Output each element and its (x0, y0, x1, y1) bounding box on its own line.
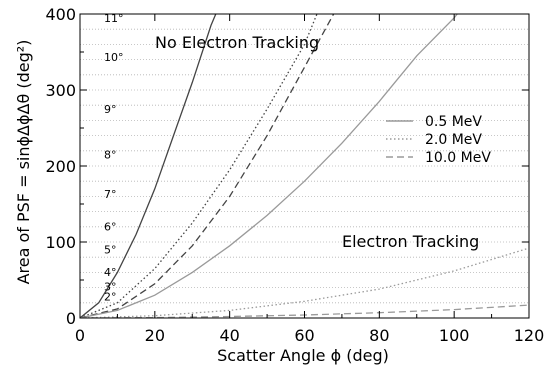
degree-label: 11° (104, 12, 124, 25)
annotation-electron-tracking: Electron Tracking (342, 232, 479, 251)
degree-label: 9° (104, 103, 117, 116)
y-tick-label: 400 (45, 5, 76, 24)
degree-label: 3° (104, 281, 117, 294)
series-no_tracking-0-5-mevline (80, 14, 217, 318)
degree-label: 4° (104, 266, 117, 279)
degree-label: 7° (104, 188, 117, 201)
degree-label: 5° (104, 243, 117, 256)
degree-label: 6° (104, 221, 117, 234)
degree-label: 10° (104, 51, 124, 64)
x-tick-label: 100 (439, 326, 470, 345)
tick-labels: 0 20 40 60 80 100 120 0 100 200 300 400 (45, 5, 544, 345)
legend: 0.5 MeV 2.0 MeV 10.0 MeV (386, 114, 491, 166)
degree-labels: 2°3° 4° 5° 6° 7° 8° 9° 10° 11° (104, 12, 124, 304)
y-tick-label: 100 (45, 233, 76, 252)
annotation-no-electron-tracking: No Electron Tracking (155, 33, 319, 52)
y-tick-label: 200 (45, 157, 76, 176)
y-tick-label: 0 (66, 309, 76, 328)
degree-label: 8° (104, 148, 117, 161)
x-tick-label: 120 (514, 326, 545, 345)
legend-label: 2.0 MeV (425, 132, 482, 148)
x-tick-label: 80 (369, 326, 389, 345)
y-tick-label: 300 (45, 81, 76, 100)
series-tracking-2-0-mevline (80, 247, 529, 318)
x-tick-label: 20 (145, 326, 165, 345)
x-tick-label: 0 (75, 326, 85, 345)
series-tracking-0-5-mevline (80, 14, 459, 318)
x-axis-label: Scatter Angle ϕ (deg) (217, 346, 389, 365)
legend-label: 0.5 MeV (425, 114, 482, 130)
series-no_tracking-10-0-mevline (80, 14, 335, 318)
x-tick-label: 40 (219, 326, 239, 345)
y-axis-label: Area of PSF = sinϕΔϕΔθ (deg²) (14, 40, 33, 285)
x-tick-label: 60 (294, 326, 314, 345)
legend-label: 10.0 MeV (425, 150, 491, 166)
series-no_tracking-2-0-mevline (80, 14, 318, 318)
degree-label: 2° (104, 291, 117, 304)
